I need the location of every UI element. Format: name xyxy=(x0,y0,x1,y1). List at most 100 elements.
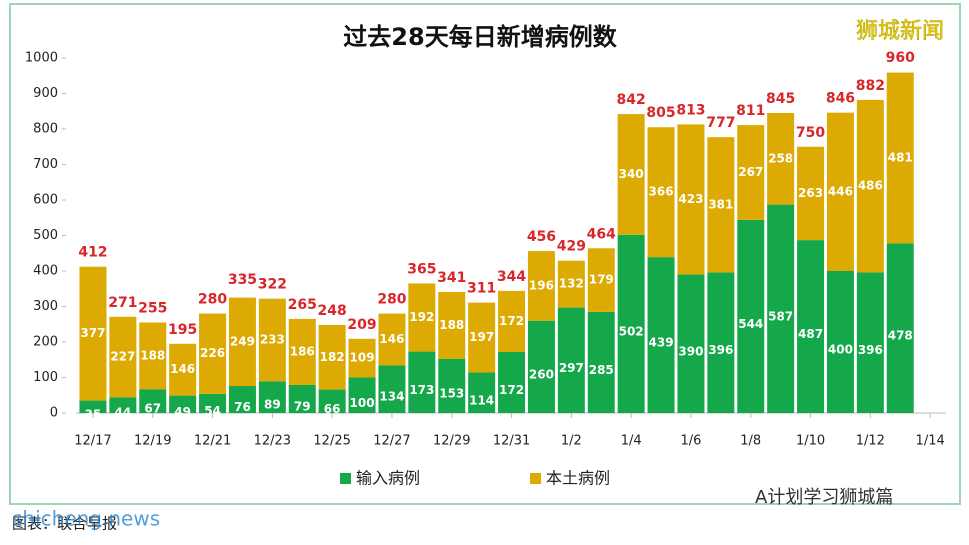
total-label: 322 xyxy=(258,277,287,293)
segment-label: 114 xyxy=(469,393,494,407)
bar-segment xyxy=(348,377,376,413)
segment-label: 587 xyxy=(768,309,793,323)
bar-segment xyxy=(737,125,765,220)
x-tick-label: 12/31 xyxy=(493,434,530,449)
segment-label: 172 xyxy=(499,383,524,397)
bar-segment xyxy=(438,291,466,359)
total-label: 805 xyxy=(646,105,675,121)
site: shicheng.news xyxy=(12,507,160,531)
segment-label: 186 xyxy=(290,344,315,358)
watermark: 狮城新闻 xyxy=(856,19,944,44)
total-label: 335 xyxy=(228,272,257,288)
bar-segment xyxy=(647,257,675,413)
total-label: 813 xyxy=(676,102,705,118)
bar-segment xyxy=(288,318,316,385)
segment-label: 390 xyxy=(678,344,703,358)
total-label: 412 xyxy=(78,245,107,261)
x-tick-label: 1/8 xyxy=(740,434,761,449)
legend-label: 本土病例 xyxy=(546,469,610,488)
bar-segment xyxy=(378,365,406,413)
bar-segment xyxy=(468,302,496,373)
y-tick-label: 1000 xyxy=(25,51,58,66)
segment-label: 263 xyxy=(798,186,823,200)
segment-label: 192 xyxy=(409,310,434,324)
account: A计划学习狮城篇 xyxy=(755,487,893,508)
bar-segment xyxy=(498,351,526,413)
total-label: 209 xyxy=(347,317,376,333)
segment-label: 188 xyxy=(439,318,464,332)
segment-label: 76 xyxy=(234,400,251,414)
bar-segment xyxy=(498,290,526,352)
y-tick-label: 500 xyxy=(33,228,58,243)
x-tick-label: 12/25 xyxy=(313,434,350,449)
bar-segment xyxy=(826,271,854,413)
bar-segment xyxy=(647,127,675,258)
bar-segment xyxy=(318,389,346,413)
y-tick-label: 100 xyxy=(33,370,58,385)
bar-segment xyxy=(527,251,555,321)
bar-segment xyxy=(199,313,227,394)
segment-label: 54 xyxy=(204,404,221,418)
bar-segment xyxy=(677,274,705,413)
segment-label: 249 xyxy=(230,334,255,348)
x-tick-label: 12/29 xyxy=(433,434,470,449)
legend-swatch xyxy=(530,473,541,484)
segment-label: 233 xyxy=(260,333,285,347)
segment-label: 446 xyxy=(828,184,853,198)
segment-label: 153 xyxy=(439,386,464,400)
segment-label: 544 xyxy=(738,317,763,331)
total-label: 311 xyxy=(467,281,496,297)
segment-label: 285 xyxy=(589,363,614,377)
segment-label: 258 xyxy=(768,151,793,165)
segment-label: 196 xyxy=(529,278,554,292)
segment-label: 89 xyxy=(264,398,281,412)
segment-label: 267 xyxy=(738,165,763,179)
segment-label: 66 xyxy=(324,402,341,416)
total-label: 811 xyxy=(736,103,765,119)
segment-label: 486 xyxy=(858,179,883,193)
segment-label: 297 xyxy=(559,361,584,375)
segment-label: 502 xyxy=(619,324,644,338)
segment-label: 478 xyxy=(888,329,913,343)
bar-segment xyxy=(408,351,436,413)
segment-label: 487 xyxy=(798,327,823,341)
bar-segment xyxy=(886,243,914,413)
bar-segment xyxy=(258,298,286,382)
total-label: 344 xyxy=(497,269,526,285)
total-label: 845 xyxy=(766,91,795,107)
x-tick-label: 12/21 xyxy=(194,434,231,449)
segment-label: 134 xyxy=(379,390,404,404)
segment-label: 100 xyxy=(350,396,375,410)
bar-segment xyxy=(617,234,645,413)
source: 图表：联合早报 xyxy=(12,515,117,533)
segment-label: 49 xyxy=(174,405,191,419)
bar-segment xyxy=(109,397,137,413)
segment-label: 381 xyxy=(708,197,733,211)
x-tick-label: 1/2 xyxy=(561,434,582,449)
x-tick-label: 1/12 xyxy=(856,434,885,449)
bar-segment xyxy=(856,272,884,413)
bar-segment xyxy=(199,393,227,413)
segment-label: 109 xyxy=(350,351,375,365)
bar-segment xyxy=(587,311,615,413)
total-label: 280 xyxy=(377,292,406,308)
segment-label: 400 xyxy=(828,343,853,357)
segment-label: 146 xyxy=(379,332,404,346)
total-label: 255 xyxy=(138,300,167,316)
total-label: 429 xyxy=(557,239,586,255)
bar-segment xyxy=(288,384,316,413)
y-tick-label: 300 xyxy=(33,299,58,314)
bar-segment xyxy=(348,338,376,378)
x-tick-label: 12/23 xyxy=(254,434,291,449)
y-tick-label: 200 xyxy=(33,335,58,350)
chart-title: 过去28天每日新增病例数 xyxy=(343,23,617,51)
bar-segment xyxy=(408,283,436,352)
segment-label: 396 xyxy=(708,343,733,357)
bar-segment xyxy=(228,297,256,387)
bar-segment xyxy=(79,400,107,413)
bar-segment xyxy=(677,124,705,275)
segment-label: 227 xyxy=(110,350,135,364)
segment-label: 226 xyxy=(200,346,225,360)
